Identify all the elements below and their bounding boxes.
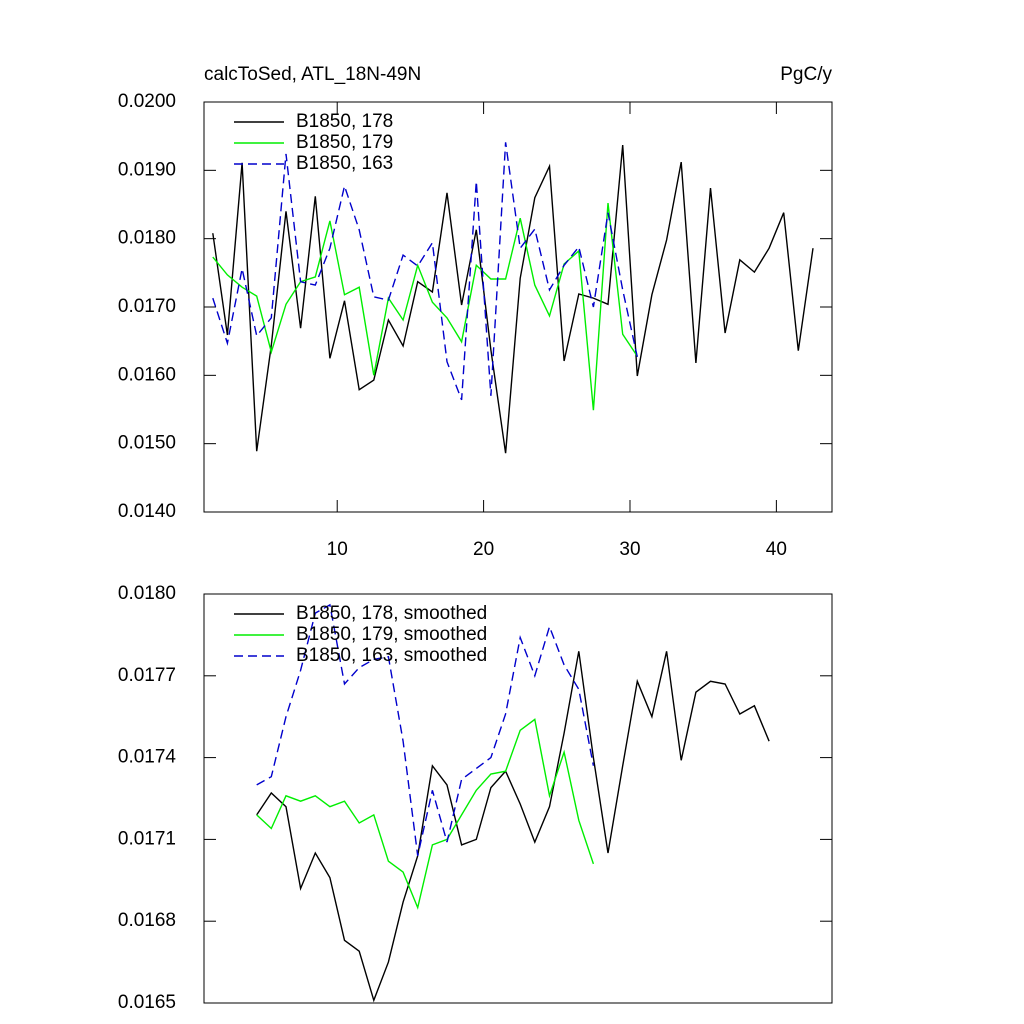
- legend-label: B1850, 179: [296, 132, 393, 153]
- y-tick-label: 0.0150: [118, 433, 176, 454]
- y-tick-label: 0.0180: [118, 583, 176, 604]
- legend-label: B1850, 163, smoothed: [296, 645, 487, 666]
- x-tick-label: 20: [473, 539, 494, 560]
- x-tick-label: 30: [619, 539, 640, 560]
- series-line: [256, 651, 770, 1003]
- y-tick-label: 0.0200: [118, 91, 176, 112]
- units-label: PgC/y: [780, 64, 832, 85]
- legend-label: B1850, 178, smoothed: [296, 603, 487, 624]
- y-tick-label: 0.0177: [118, 665, 176, 686]
- x-tick-label: 10: [327, 539, 348, 560]
- y-tick-label: 0.0180: [118, 228, 176, 249]
- x-tick-label: 40: [766, 539, 787, 560]
- y-tick-label: 0.0160: [118, 364, 176, 385]
- y-tick-label: 0.0190: [118, 159, 176, 180]
- series-line: [212, 203, 638, 411]
- series-line: [212, 142, 638, 401]
- y-tick-label: 0.0170: [118, 296, 176, 317]
- chart-title: calcToSed, ATL_18N-49N: [204, 64, 421, 85]
- y-tick-label: 0.0171: [118, 828, 176, 849]
- legend-label: B1850, 178: [296, 111, 393, 132]
- y-tick-label: 0.0174: [118, 747, 177, 768]
- y-tick-label: 0.0165: [118, 992, 176, 1013]
- legend-label: B1850, 163: [296, 153, 393, 174]
- legend-label: B1850, 179, smoothed: [296, 624, 487, 645]
- series-line: [212, 145, 814, 454]
- plot-frame: [203, 593, 833, 1004]
- y-tick-label: 0.0168: [118, 910, 176, 931]
- series-line: [256, 718, 595, 910]
- series-line: [256, 603, 595, 856]
- y-tick-label: 0.0140: [118, 501, 176, 522]
